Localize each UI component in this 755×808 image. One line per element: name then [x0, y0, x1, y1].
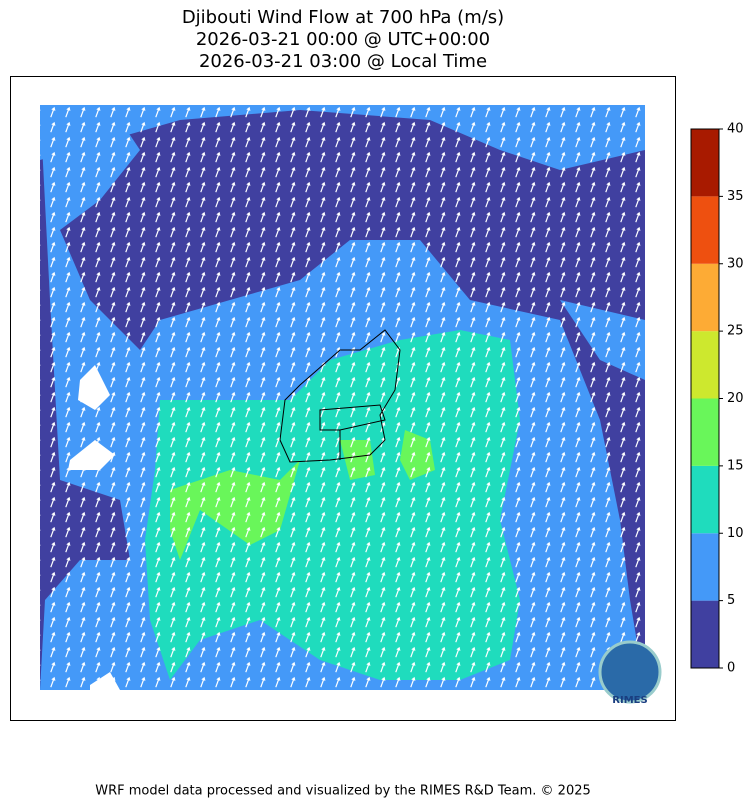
colorbar-tick-label: 5: [727, 593, 735, 608]
colorbar-tick-label: 25: [727, 324, 744, 339]
title-line: 2026-03-21 03:00 @ Local Time: [199, 51, 487, 72]
colorbar-segment: [691, 263, 719, 332]
colorbar-tick-label: 20: [727, 391, 744, 406]
colorbar-tick-label: 15: [727, 458, 744, 473]
colorbar-segment: [691, 533, 719, 601]
colorbar-tick-label: 10: [727, 526, 744, 541]
colorbar-segment: [691, 600, 719, 668]
map-frame: [10, 76, 676, 721]
country-borders: [279, 329, 401, 463]
colorbar-segment: [691, 196, 719, 264]
logo: RIMES: [598, 640, 662, 706]
colorbar: 0 5 10 15 20 25 30 35 40: [691, 122, 744, 676]
wind-map: [40, 105, 645, 690]
colorbar-frame: [690, 128, 720, 669]
title-line: Djibouti Wind Flow at 700 hPa (m/s): [182, 7, 504, 28]
colorbar-tick-label: 40: [727, 122, 744, 137]
colorbar-segment: [691, 465, 719, 534]
colorbar-segment: [691, 398, 719, 466]
logo-badge: [598, 640, 662, 704]
logo-text: RIMES: [612, 695, 647, 706]
colorbar-segment: [691, 129, 719, 197]
wind-arrows: [40, 105, 645, 690]
colorbar-segment: [691, 331, 719, 399]
title-line: 2026-03-21 00:00 @ UTC+00:00: [196, 29, 490, 50]
colorbar-tick-label: 30: [727, 256, 744, 271]
colorbar-tick-label: 35: [727, 189, 744, 204]
colorbar-tick-label: 0: [727, 661, 735, 676]
footer: WRF model data processed and visualized …: [95, 784, 591, 799]
